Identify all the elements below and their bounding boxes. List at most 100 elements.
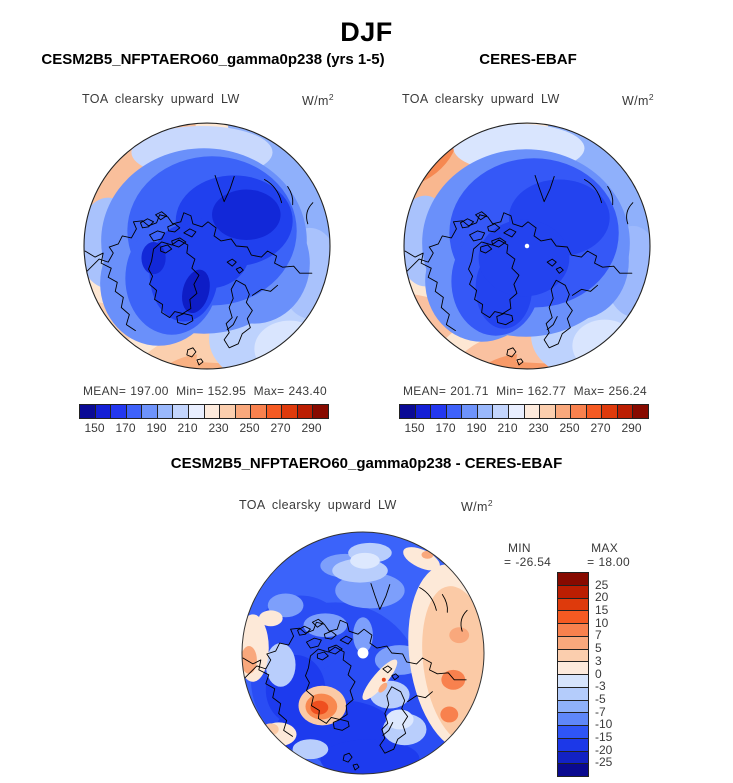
- colorbar-segment: [400, 405, 416, 418]
- colorbar-tick-label: -15: [595, 729, 613, 744]
- colorbar-tick-label: -3: [595, 679, 606, 694]
- colorbar-segment: [571, 405, 587, 418]
- colorbar-segment: [558, 764, 588, 776]
- colorbar-tick-label: 5: [595, 641, 602, 656]
- colorbar-tick-label: -20: [595, 742, 613, 757]
- obs-variable-label: TOA clearsky upward LW: [402, 92, 560, 106]
- colorbar-segment: [493, 405, 509, 418]
- colorbar-segment: [282, 405, 298, 418]
- colorbar-segment: [220, 405, 236, 418]
- colorbar-tick-label: 3: [595, 653, 602, 668]
- colorbar-segment: [558, 662, 588, 675]
- colorbar-tick-label: 230: [528, 421, 549, 435]
- colorbar-segment: [80, 405, 96, 418]
- colorbar-segment: [617, 405, 634, 418]
- colorbar-segment: [111, 405, 127, 418]
- model-stats-row: MEAN= 197.00 Min= 152.95 Max= 243.40: [79, 384, 327, 398]
- colorbar-segment: [558, 585, 588, 599]
- colorbar-segment: [477, 405, 494, 418]
- diff-colorbar-ticks: 25 20 15 10 7 5 3 0 -3 -5 -7 -10 -15 -20 -25: [595, 572, 635, 775]
- colorbar-tick-label: 150: [404, 421, 425, 435]
- colorbar-tick-label: 170: [115, 421, 136, 435]
- colorbar-segment: [586, 405, 603, 418]
- colorbar-segment: [266, 405, 283, 418]
- colorbar-segment: [297, 405, 314, 418]
- model-polar-map: [83, 122, 331, 370]
- colorbar-segment: [558, 611, 588, 624]
- colorbar-segment: [558, 726, 588, 739]
- model-min-stat: Min= 152.95: [176, 384, 247, 398]
- colorbar-segment: [204, 405, 221, 418]
- colorbar-tick-label: 290: [301, 421, 322, 435]
- colorbar-tick-label: 210: [177, 421, 198, 435]
- diff-polar-map: [241, 531, 485, 775]
- diff-units-label: W/m2: [460, 498, 493, 515]
- colorbar-segment: [558, 649, 588, 663]
- colorbar-segment: [524, 405, 541, 418]
- colorbar-segment: [555, 405, 572, 418]
- colorbar-tick-label: 290: [621, 421, 642, 435]
- obs-polar-map: [403, 122, 651, 370]
- colorbar-tick-label: -10: [595, 717, 613, 732]
- colorbar-segment: [602, 405, 618, 418]
- model-max-stat: Max= 243.40: [253, 384, 327, 398]
- model-mean-stat: MEAN= 197.00: [83, 384, 169, 398]
- colorbar-segment: [188, 405, 205, 418]
- model-colorbar: [79, 404, 329, 419]
- colorbar-segment: [558, 573, 588, 586]
- model-subtitle-row: TOA clearsky upward LW W/m2: [82, 92, 334, 108]
- colorbar-segment: [157, 405, 174, 418]
- colorbar-segment: [431, 405, 447, 418]
- model-panel-title: CESM2B5_NFPTAERO60_gamma0p238 (yrs 1-5): [41, 51, 385, 68]
- colorbar-tick-label: 210: [497, 421, 518, 435]
- colorbar-segment: [558, 700, 588, 714]
- colorbar-tick-label: 190: [146, 421, 167, 435]
- diff-subtitle-row: TOA clearsky upward LW W/m2: [239, 498, 493, 514]
- colorbar-segment: [235, 405, 252, 418]
- colorbar-segment: [142, 405, 158, 418]
- obs-subtitle-row: TOA clearsky upward LW W/m2: [402, 92, 654, 108]
- model-variable-label: TOA clearsky upward LW: [82, 92, 240, 106]
- colorbar-tick-label: -5: [595, 691, 606, 706]
- colorbar-tick-label: 230: [208, 421, 229, 435]
- colorbar-segment: [540, 405, 556, 418]
- colorbar-tick-label: 15: [595, 603, 609, 618]
- obs-colorbar-ticks: 150 170 190 210 230 250 270 290: [399, 421, 647, 435]
- diff-variable-label: TOA clearsky upward LW: [239, 498, 397, 512]
- diff-max-stat: MAX = 18.00: [587, 541, 630, 569]
- colorbar-segment: [558, 675, 588, 688]
- colorbar-segment: [508, 405, 525, 418]
- diff-range-row: MIN = -26.54 MAX = 18.00: [504, 541, 664, 569]
- obs-min-stat: Min= 162.77: [496, 384, 567, 398]
- colorbar-tick-label: 190: [466, 421, 487, 435]
- colorbar-tick-label: 0: [595, 666, 602, 681]
- colorbar-tick-label: 250: [559, 421, 580, 435]
- diff-panel-title: CESM2B5_NFPTAERO60_gamma0p238 - CERES-EB…: [170, 455, 563, 472]
- model-units-label: W/m2: [301, 92, 334, 109]
- colorbar-tick-label: 170: [435, 421, 456, 435]
- colorbar-segment: [415, 405, 432, 418]
- colorbar-tick-label: 20: [595, 590, 609, 605]
- colorbar-segment: [558, 751, 588, 765]
- obs-units-label: W/m2: [621, 92, 654, 109]
- colorbar-segment: [462, 405, 478, 418]
- colorbar-segment: [446, 405, 463, 418]
- diff-colorbar: [557, 572, 589, 777]
- colorbar-segment: [633, 405, 648, 418]
- diff-min-stat: MIN = -26.54: [504, 541, 552, 569]
- model-colorbar-ticks: 150 170 190 210 230 250 270 290: [79, 421, 327, 435]
- colorbar-tick-label: 7: [595, 628, 602, 643]
- season-title: DJF: [340, 17, 393, 47]
- colorbar-tick-label: -25: [595, 755, 613, 770]
- colorbar-segment: [558, 738, 588, 752]
- colorbar-segment: [173, 405, 189, 418]
- colorbar-tick-label: 250: [239, 421, 260, 435]
- obs-colorbar: [399, 404, 649, 419]
- obs-panel-title: CERES-EBAF: [479, 51, 577, 68]
- colorbar-segment: [558, 713, 588, 726]
- obs-mean-stat: MEAN= 201.71: [403, 384, 489, 398]
- colorbar-segment: [251, 405, 267, 418]
- colorbar-segment: [558, 598, 588, 612]
- colorbar-tick-label: -7: [595, 704, 606, 719]
- colorbar-segment: [558, 624, 588, 637]
